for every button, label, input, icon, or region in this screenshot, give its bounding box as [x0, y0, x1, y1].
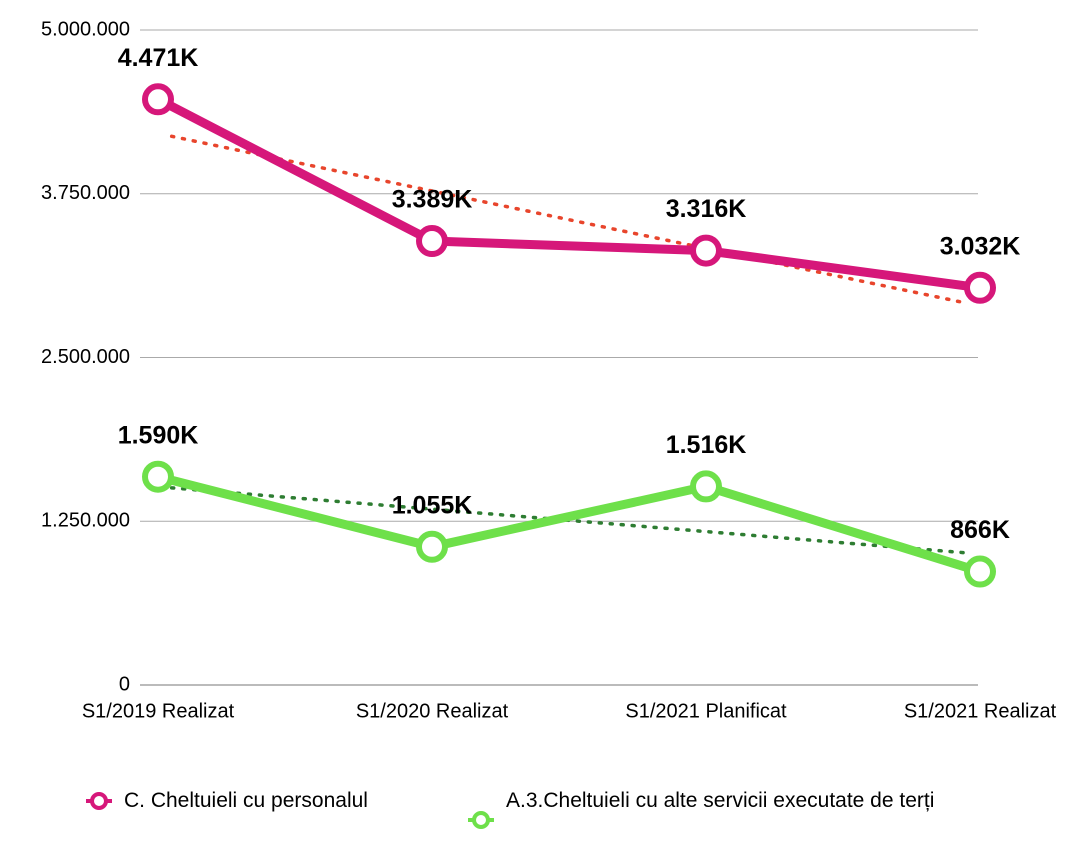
data-label: 3.389K: [392, 186, 473, 214]
x-tick-label: S1/2021 Planificat: [625, 700, 787, 722]
data-point: [964, 271, 996, 304]
legend-label: C. Cheltuieli cu personalul: [124, 789, 368, 812]
data-point: [690, 470, 722, 503]
legend-marker-dot: [472, 811, 490, 829]
x-tick-label: S1/2021 Realizat: [904, 700, 1057, 722]
y-tick-label: 5.000.000: [41, 18, 130, 40]
data-label: 1.055K: [392, 491, 473, 519]
data-label: 3.032K: [940, 232, 1021, 260]
series-line: [155, 95, 981, 293]
legend-item: C. Cheltuieli cu personalul: [86, 786, 368, 816]
chart: 0 1.250.000 2.500.000 3.750.000 5.000.000 S1/…: [41, 18, 1057, 722]
data-point: [416, 530, 448, 563]
data-label: 1.590K: [118, 421, 199, 449]
y-tick-label: 2.500.000: [41, 346, 130, 368]
legend-item: A.3.Cheltuieli cu alte servicii executat…: [468, 786, 934, 849]
x-tick-label: S1/2019 Realizat: [82, 700, 235, 722]
series-line: [156, 472, 982, 576]
data-point: [690, 234, 722, 267]
legend-marker: [86, 792, 112, 810]
data-point: [142, 83, 174, 116]
legend-label: A.3.Cheltuieli cu alte servicii executat…: [506, 789, 935, 812]
data-label: 4.471K: [118, 44, 199, 72]
y-tick-label: 0: [119, 673, 130, 695]
y-tick-label: 1.250.000: [41, 510, 130, 532]
trendline: [169, 134, 969, 305]
legend-marker-dot: [90, 792, 108, 810]
legend: C. Cheltuieli cu personalul A.3.Cheltuiel…: [0, 786, 1083, 846]
data-point: [416, 225, 448, 258]
data-label: 3.316K: [666, 195, 747, 223]
data-label: 866K: [950, 516, 1010, 544]
legend-marker: [468, 811, 494, 829]
data-point: [964, 555, 996, 588]
x-tick-label: S1/2020 Realizat: [356, 700, 509, 722]
y-tick-label: 3.750.000: [41, 182, 130, 204]
data-point: [142, 460, 174, 493]
data-label: 1.516K: [666, 431, 747, 459]
